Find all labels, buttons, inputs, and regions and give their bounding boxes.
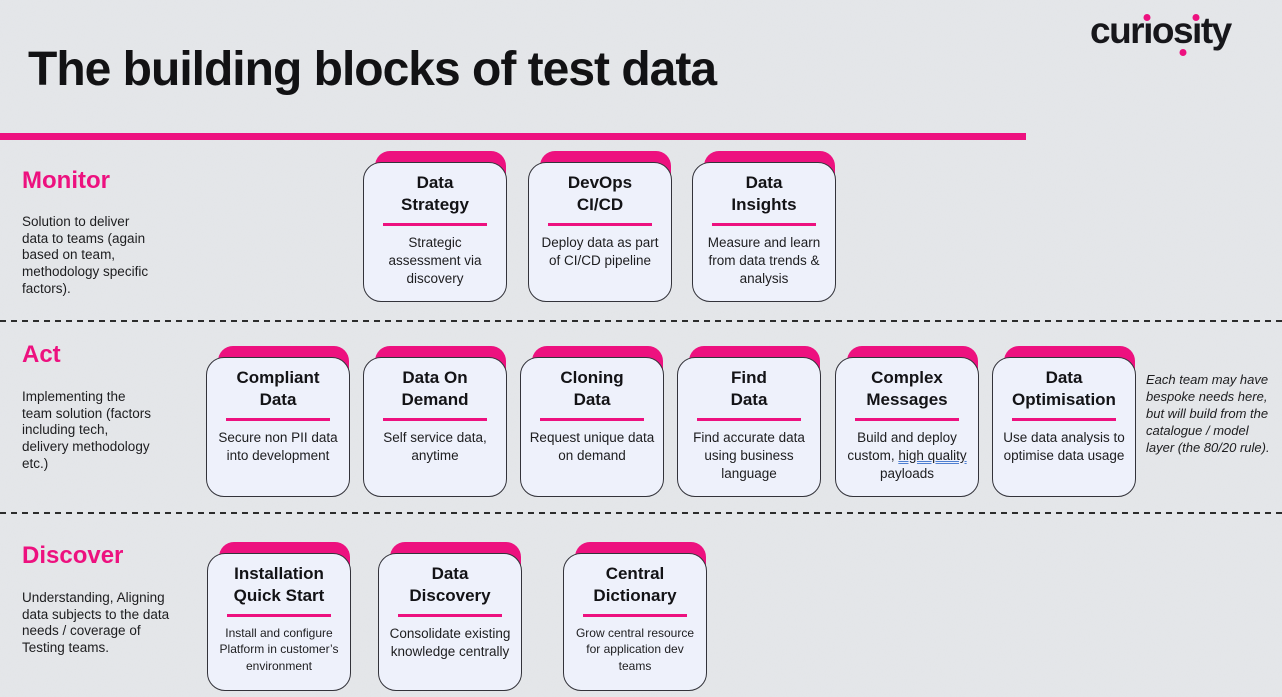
card-central-dictionary: Central Dictionary Grow central resource… [563, 542, 707, 691]
card-description: Self service data, anytime [383, 429, 487, 463]
card-title-underline [227, 614, 331, 617]
card-description: Strategic assessment via discovery [388, 234, 482, 286]
logo-dotted-s: s [1172, 10, 1194, 51]
logo-dotted-i: ı [1192, 10, 1202, 51]
card-title-underline [583, 614, 687, 617]
card-title-underline [712, 223, 816, 226]
card-description: Request unique data on demand [529, 429, 655, 463]
card-title: DevOps CI/CD [567, 173, 633, 215]
row-description-act: Implementing the team solution (factors … [22, 389, 152, 471]
act-side-note: Each team may have bespoke needs here, b… [1146, 372, 1270, 455]
row-separator [0, 320, 1282, 322]
card-description: Grow central resource for application de… [575, 625, 695, 674]
row-description-monitor: Solution to deliver data to teams (again… [22, 214, 149, 296]
card-data-optimisation: Data Optimisation Use data analysis to o… [992, 346, 1136, 497]
card-title: Compliant Data [236, 368, 320, 410]
card-devops-cicd: DevOps CI/CD Deploy data as part of CI/C… [528, 151, 672, 302]
logo-text-part: o [1151, 10, 1175, 51]
card-title-underline [383, 223, 487, 226]
row-label-monitor: Monitor [22, 167, 110, 194]
card-title: Cloning Data [560, 368, 624, 410]
logo-text-part: ty [1200, 10, 1232, 51]
row-separator [0, 512, 1282, 514]
card-description-underlined-text: high quality [898, 447, 967, 463]
card-title: Data Insights [731, 173, 797, 215]
card-title-underline [383, 418, 487, 421]
card-title: Find Data [730, 368, 768, 410]
card-complex-messages: Complex Messages Build and deploy custom… [835, 346, 979, 497]
card-find-data: Find Data Find accurate data using busin… [677, 346, 821, 497]
title-underline [0, 133, 1026, 140]
card-installation-quick-start: Installation Quick Start Install and con… [207, 542, 351, 691]
card-description: Secure non PII data into development [218, 429, 338, 463]
card-data-insights: Data Insights Measure and learn from dat… [692, 151, 836, 302]
card-title-underline [1012, 418, 1116, 421]
card-data-strategy: Data Strategy Strategic assessment via d… [363, 151, 507, 302]
card-title: Data Strategy [400, 173, 470, 215]
card-description: Measure and learn from data trends & ana… [707, 234, 821, 286]
logo-text-part: cur [1090, 10, 1145, 51]
row-label-discover: Discover [22, 542, 124, 569]
row-label-act: Act [22, 341, 61, 368]
card-title: Central Dictionary [593, 564, 677, 606]
card-description: Build and deploy custom, high quality pa… [836, 429, 978, 483]
card-title: Data On Demand [401, 368, 469, 410]
card-title-underline [855, 418, 959, 421]
card-title-underline [548, 223, 652, 226]
card-data-discovery: Data Discovery Consolidate existing know… [378, 542, 522, 691]
card-description: Find accurate data using business langua… [693, 429, 805, 481]
card-description: Consolidate existing knowledge centrally [389, 625, 511, 659]
card-description: Deploy data as part of CI/CD pipeline [541, 234, 659, 268]
curiosity-logo: curıosıty [1090, 10, 1232, 51]
logo-dotted-i: ı [1143, 10, 1153, 51]
card-description: Use data analysis to optimise data usage [1003, 429, 1125, 463]
page-title: The building blocks of test data [28, 43, 717, 96]
card-description: Install and configure Platform in custom… [219, 625, 339, 674]
card-title-underline [697, 418, 801, 421]
card-description-text: payloads [879, 465, 935, 481]
card-title-underline [540, 418, 644, 421]
card-title-underline [226, 418, 330, 421]
row-description-discover: Understanding, Aligning data subjects to… [22, 590, 170, 656]
card-compliant-data: Compliant Data Secure non PII data into … [206, 346, 350, 497]
card-data-on-demand: Data On Demand Self service data, anytim… [363, 346, 507, 497]
card-title: Data Optimisation [1012, 368, 1116, 410]
card-title: Complex Messages [866, 368, 948, 410]
card-title: Installation Quick Start [233, 564, 325, 606]
card-title-underline [398, 614, 502, 617]
card-title: Data Discovery [409, 564, 491, 606]
card-cloning-data: Cloning Data Request unique data on dema… [520, 346, 664, 497]
